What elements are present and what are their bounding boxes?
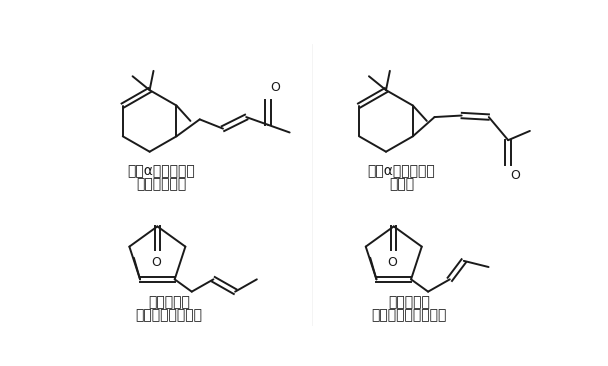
Text: 顺－茅莉锐: 顺－茅莉锐	[389, 295, 430, 309]
Text: 有紫罗兰花香: 有紫罗兰花香	[136, 177, 187, 191]
Text: 反－茅莉锐: 反－茅莉锐	[148, 295, 190, 309]
Text: 反－α－紫罗兰锐: 反－α－紫罗兰锐	[127, 164, 195, 178]
Text: O: O	[387, 256, 397, 269]
Text: 茅莉花香，淡醒糖之: 茅莉花香，淡醒糖之	[371, 308, 447, 322]
Text: O: O	[151, 256, 161, 269]
Text: O: O	[270, 81, 280, 94]
Text: O: O	[511, 169, 520, 182]
Text: 无茅莉香，油脂气: 无茅莉香，油脂气	[136, 308, 202, 322]
Text: 顺－α－紫罗兰锐: 顺－α－紫罗兰锐	[368, 164, 435, 178]
Text: 柏木香: 柏木香	[389, 177, 414, 191]
